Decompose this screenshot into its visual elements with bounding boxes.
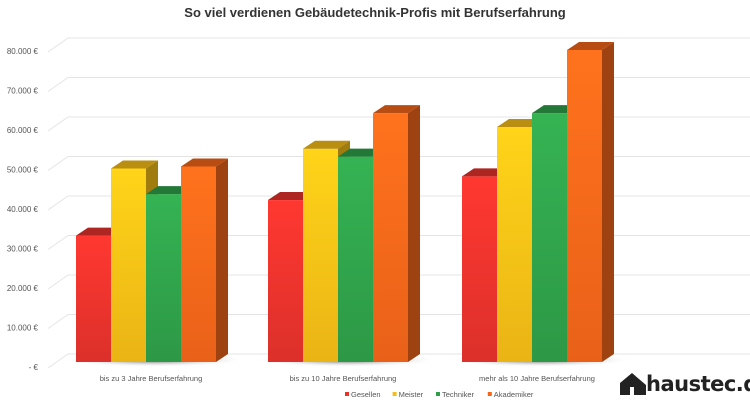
haustec-logo: haustec.de [620, 372, 750, 396]
y-tick-label: 80.000 € [7, 47, 39, 56]
y-tick-label: 30.000 € [7, 245, 39, 254]
gridline-diagonal [47, 274, 69, 290]
bar-top [567, 41, 614, 50]
house-icon [620, 373, 646, 395]
y-tick-label: 50.000 € [7, 166, 39, 175]
y-tick-label: 60.000 € [7, 126, 39, 135]
gridline-diagonal [47, 116, 69, 132]
legend-label: Gesellen [351, 390, 381, 399]
gridline-diagonal [47, 314, 69, 329]
y-tick-label: - € [29, 363, 39, 372]
bar-side [602, 41, 614, 362]
gridline-diagonal [47, 156, 69, 171]
legend-label: Meister [399, 390, 424, 399]
legend-swatch [487, 392, 492, 396]
bar-top [303, 140, 350, 149]
gridline-diagonal [47, 235, 69, 250]
bar-gesellen [462, 176, 497, 362]
bar-meister [497, 126, 532, 362]
gridline-diagonal [47, 77, 69, 92]
x-category-label: bis zu 10 Jahre Berufserfahrung [290, 374, 397, 383]
y-tick-label: 10.000 € [7, 324, 39, 333]
bar-top [111, 160, 158, 169]
y-tick-label: 20.000 € [7, 284, 39, 293]
bar-side [216, 158, 228, 362]
bar-akademiker [181, 166, 216, 362]
bar-meister [111, 168, 146, 362]
gridline-diagonal [47, 353, 69, 369]
gridline-diagonal [47, 37, 69, 53]
y-tick-label: 40.000 € [7, 205, 39, 214]
legend-swatch [392, 392, 397, 396]
logo-text: haustec.de [646, 372, 750, 396]
bar-side [408, 105, 420, 363]
bar-top [181, 158, 228, 167]
bar-top [373, 105, 420, 114]
legend-swatch [436, 392, 440, 396]
x-category-label: mehr als 10 Jahre Berufserfahrung [479, 374, 595, 383]
bar-techniker [532, 113, 567, 363]
chart-title: So viel verdienen Gebäudetechnik-Profis … [184, 5, 565, 20]
legend-label: Techniker [442, 390, 475, 399]
x-category-label: bis zu 3 Jahre Berufserfahrung [100, 374, 203, 383]
bar-gesellen [268, 200, 303, 362]
legend-swatch [345, 392, 349, 396]
bar-techniker [146, 194, 181, 362]
bar-gesellen [76, 235, 111, 362]
bar-akademiker [567, 49, 602, 362]
y-tick-label: 70.000 € [7, 87, 39, 96]
bar-akademiker [373, 113, 408, 363]
bar-techniker [338, 156, 373, 362]
legend-label: Akademiker [494, 390, 534, 399]
bar-meister [303, 148, 338, 362]
gridline-diagonal [47, 195, 69, 211]
